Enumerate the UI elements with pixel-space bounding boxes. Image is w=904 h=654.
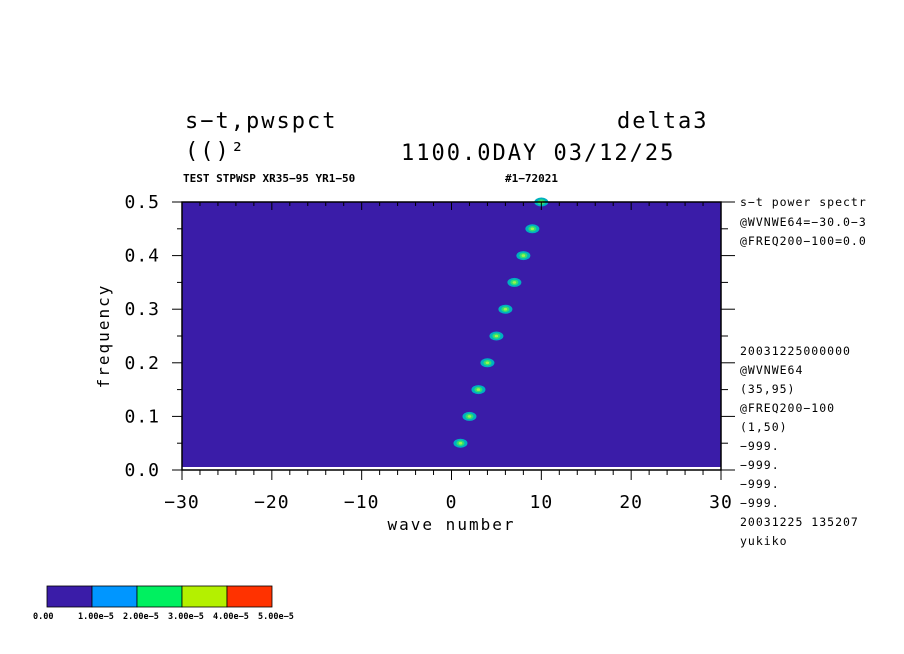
side-note: @FREQ200−100 <box>740 401 836 415</box>
y-axis-label: frequency <box>94 284 113 389</box>
subtitle-left: (()² <box>185 139 246 164</box>
y-tick-label: 0.3 <box>124 299 160 320</box>
colorbar-label: 0.00 <box>33 612 53 622</box>
spectral-peak-center <box>521 254 526 257</box>
colorbar-label: 1.00e−5 <box>78 612 114 622</box>
side-note: −999. <box>740 496 780 510</box>
colorbar-swatch <box>91 585 138 608</box>
colorbar: 0.00 1.00e−5 2.00e−5 3.00e−5 4.00e−5 5.00e−5 <box>33 585 294 622</box>
y-tick-label: 0.2 <box>124 353 160 374</box>
colorbar-label: 5.00e−5 <box>258 612 294 622</box>
title-left: s−t,pwspct <box>185 109 338 134</box>
colorbar-swatch <box>46 585 93 608</box>
side-note: yukiko <box>740 534 788 548</box>
colorbar-swatch <box>226 585 273 608</box>
side-note: @FREQ200−100=0.0 <box>740 234 867 248</box>
x-tick-label: 10 <box>529 492 553 513</box>
side-note: @WVNWE64 <box>740 363 804 377</box>
colorbar-label: 2.00e−5 <box>123 612 159 622</box>
plot-area <box>181 197 722 471</box>
x-tick-label: 20 <box>619 492 643 513</box>
x-axis-label: wave number <box>388 515 516 534</box>
x-tick-label: −20 <box>254 492 290 513</box>
colorbar-swatch <box>181 585 228 608</box>
side-note: s−t power spectr <box>740 195 867 209</box>
y-tick-label: 0.4 <box>124 246 160 267</box>
y-axis: 0.0 0.1 0.2 0.3 0.4 0.5 frequency <box>94 192 735 481</box>
spectral-peak-center <box>458 441 463 445</box>
spectral-peak-center <box>485 361 490 365</box>
info-right: #1−72021 <box>505 172 558 185</box>
side-note: −999. <box>740 477 780 491</box>
title-right: delta3 <box>617 109 709 134</box>
y-tick-label: 0.5 <box>124 192 160 213</box>
info-left: TEST STPWSP XR35−95 YR1−50 <box>183 172 356 185</box>
spectral-peak-center <box>494 334 499 338</box>
spectral-peak-center <box>467 415 472 418</box>
spectral-peak-center <box>512 281 517 284</box>
colorbar-label: 4.00e−5 <box>213 612 249 622</box>
side-note: (1,50) <box>740 420 788 434</box>
side-note: (35,95) <box>740 382 796 396</box>
x-tick-label: 0 <box>446 492 458 513</box>
y-tick-label: 0.1 <box>124 406 160 427</box>
side-note: 20031225000000 <box>740 344 851 358</box>
side-note: −999. <box>740 439 780 453</box>
side-note: @WVNWE64=−30.0−3 <box>740 214 867 229</box>
x-tick-label: 30 <box>709 492 733 513</box>
colorbar-swatch <box>136 585 183 608</box>
y-tick-label: 0.0 <box>124 460 160 481</box>
side-note: 20031225 135207 <box>740 515 859 529</box>
spectral-peak-center <box>476 388 481 391</box>
spectral-peak-center <box>530 227 535 231</box>
x-tick-label: −30 <box>164 492 200 513</box>
spectral-peak-center <box>503 307 508 311</box>
side-note: −999. <box>740 458 780 472</box>
x-axis: −30 −20 −10 0 10 20 30 wave number <box>164 202 733 534</box>
colorbar-label: 3.00e−5 <box>168 612 204 622</box>
field-background <box>182 202 721 467</box>
subtitle-right: 1100.0DAY 03/12/25 <box>401 141 676 166</box>
x-tick-label: −10 <box>344 492 380 513</box>
